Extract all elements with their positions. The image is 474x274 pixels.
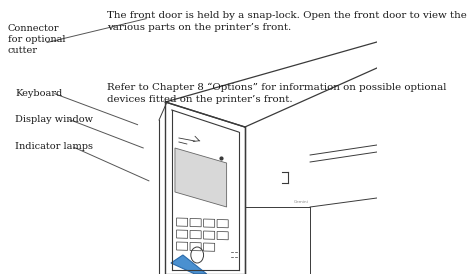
Text: Keyboard: Keyboard <box>15 89 62 98</box>
Text: Refer to Chapter 8 “Options” for information on possible optional
devices fitted: Refer to Chapter 8 “Options” for informa… <box>108 82 447 104</box>
Text: The front door is held by a snap-lock. Open the front door to view the
various p: The front door is held by a snap-lock. O… <box>108 11 467 32</box>
Text: Display window: Display window <box>15 115 93 124</box>
Text: Indicator lamps: Indicator lamps <box>15 142 93 151</box>
Polygon shape <box>175 148 227 207</box>
Text: Gemini: Gemini <box>294 200 309 204</box>
Polygon shape <box>171 255 207 274</box>
Text: Connector
for optional
cutter: Connector for optional cutter <box>8 24 65 55</box>
